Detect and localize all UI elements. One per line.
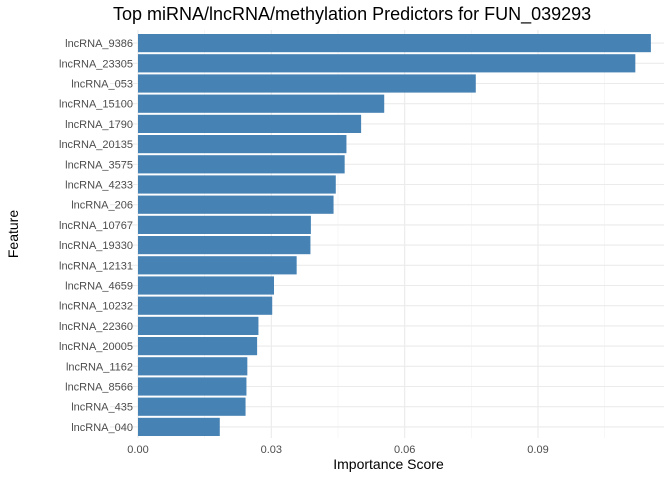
y-tick-label: lncRNA_1162: [66, 361, 133, 373]
y-tick-label: lncRNA_12131: [59, 260, 133, 272]
bar-lncRNA_8566: [138, 377, 247, 396]
y-tick-label: lncRNA_23305: [59, 58, 133, 70]
bar-lncRNA_23305: [138, 54, 636, 73]
y-axis-label: Feature: [5, 209, 21, 259]
bar-lncRNA_15100: [138, 94, 385, 113]
bar-lncRNA_053: [138, 74, 476, 93]
bar-lncRNA_4233: [138, 175, 336, 194]
bar-lncRNA_20005: [138, 337, 258, 356]
y-tick-label: lncRNA_10232: [59, 301, 133, 313]
x-tick-label: 0.06: [394, 444, 415, 456]
bar-lncRNA_22360: [138, 316, 259, 335]
y-tick-label: lncRNA_040: [71, 422, 133, 434]
y-tick-label: lncRNA_435: [71, 402, 133, 414]
y-tick-label: lncRNA_9386: [65, 38, 133, 50]
bar-lncRNA_3575: [138, 155, 345, 174]
bar-lncRNA_10767: [138, 215, 311, 234]
bar-lncRNA_1790: [138, 114, 362, 133]
bar-lncRNA_435: [138, 397, 246, 416]
chart-title: Top miRNA/lncRNA/methylation Predictors …: [113, 4, 592, 24]
y-tick-label: lncRNA_20135: [59, 139, 133, 151]
y-tick-label: lncRNA_206: [71, 200, 133, 212]
bar-lncRNA_040: [138, 417, 220, 436]
y-tick-label: lncRNA_3575: [65, 159, 133, 171]
bars: [138, 34, 651, 436]
y-tick-label: lncRNA_8566: [65, 382, 133, 394]
bar-lncRNA_12131: [138, 256, 297, 275]
x-tick-label: 0.03: [261, 444, 282, 456]
bar-lncRNA_4659: [138, 276, 274, 295]
x-tick-labels: 0.00 0.03 0.06 0.09: [127, 444, 548, 456]
x-tick-label: 0.09: [527, 444, 548, 456]
y-tick-labels: lncRNA_9386 lncRNA_23305 lncRNA_053 lncRNA_…: [59, 38, 133, 434]
bar-lncRNA_1162: [138, 357, 248, 376]
bar-lncRNA_19330: [138, 236, 311, 255]
y-tick-label: lncRNA_22360: [59, 321, 133, 333]
y-tick-label: lncRNA_20005: [59, 341, 133, 353]
y-tick-label: lncRNA_1790: [65, 119, 133, 131]
x-tick-label: 0.00: [127, 444, 148, 456]
bar-lncRNA_206: [138, 195, 334, 214]
y-tick-label: lncRNA_4659: [65, 281, 133, 293]
y-tick-label: lncRNA_053: [71, 79, 133, 91]
x-axis-label: Importance Score: [333, 456, 444, 472]
y-tick-label: lncRNA_15100: [59, 99, 133, 111]
bar-lncRNA_20135: [138, 135, 347, 154]
y-tick-label: lncRNA_19330: [59, 240, 133, 252]
bar-lncRNA_10232: [138, 296, 273, 315]
y-tick-label: lncRNA_10767: [59, 220, 133, 232]
y-tick-label: lncRNA_4233: [65, 180, 133, 192]
bar-lncRNA_9386: [138, 34, 651, 53]
